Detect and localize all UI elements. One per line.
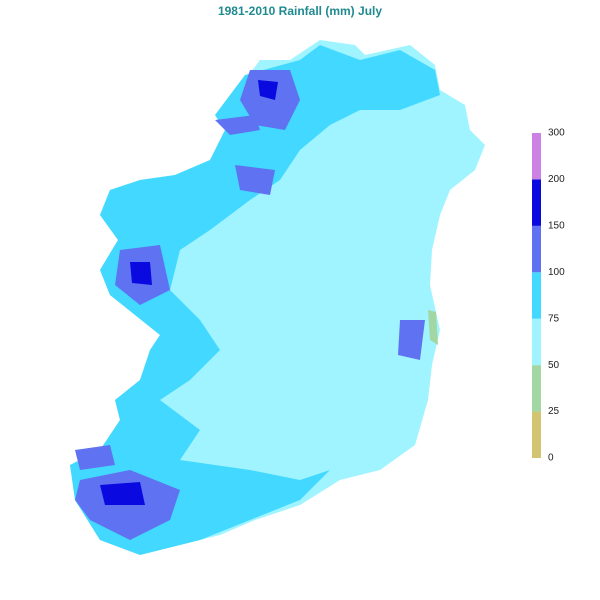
legend-swatch bbox=[532, 318, 541, 366]
color-legend: 0 25 50 75 100 150 200 300 bbox=[532, 128, 565, 464]
legend-tick-label: 100 bbox=[548, 267, 565, 278]
land-100-150 bbox=[215, 115, 260, 135]
legend-tick-label: 300 bbox=[548, 128, 565, 139]
legend-swatch bbox=[532, 272, 541, 319]
land-25-50 bbox=[428, 310, 438, 345]
land-100-150 bbox=[75, 445, 115, 470]
legend-swatch bbox=[532, 365, 541, 412]
legend-swatch bbox=[532, 179, 541, 226]
legend-tick-label: 25 bbox=[548, 406, 560, 417]
land-150-200 bbox=[130, 262, 152, 285]
ireland-map bbox=[70, 40, 485, 555]
land-150-200 bbox=[100, 482, 145, 505]
legend-tick-label: 75 bbox=[548, 313, 560, 324]
legend-tick-label: 200 bbox=[548, 174, 565, 185]
land-75-100 bbox=[70, 45, 440, 555]
legend-swatch bbox=[532, 225, 541, 273]
legend-tick-label: 50 bbox=[548, 360, 560, 371]
legend-swatch bbox=[532, 411, 541, 458]
land-100-150 bbox=[235, 165, 275, 195]
legend-tick-label: 0 bbox=[548, 453, 554, 464]
land-100-150 bbox=[398, 320, 425, 360]
map-title: 1981-2010 Rainfall (mm) July bbox=[218, 4, 382, 18]
land-150-200 bbox=[258, 80, 278, 100]
legend-tick-label: 150 bbox=[548, 220, 565, 231]
legend-swatch bbox=[532, 133, 541, 180]
